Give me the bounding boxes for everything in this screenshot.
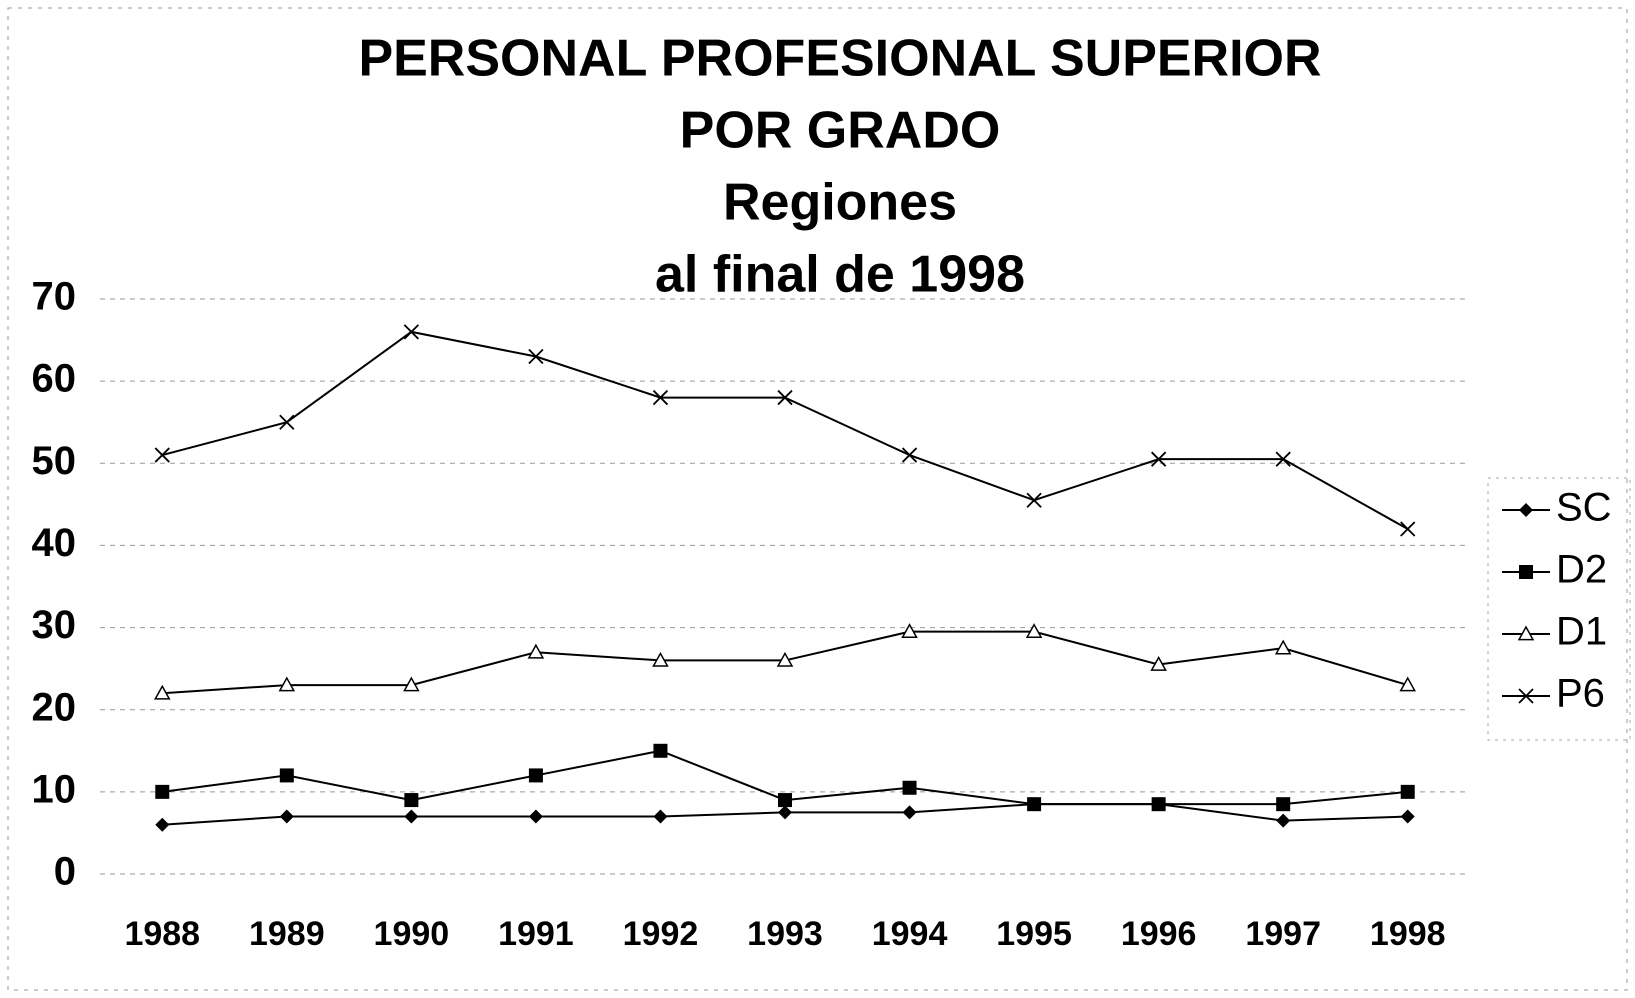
marker (528, 809, 543, 824)
x-tick-label: 1995 (996, 915, 1072, 953)
marker (527, 643, 545, 659)
y-tick-label: 30 (32, 603, 77, 647)
legend-marker (1518, 688, 1534, 704)
marker (1400, 784, 1415, 799)
x-tick-label: 1993 (747, 915, 823, 953)
marker (1025, 623, 1043, 639)
x-tick-label: 1998 (1370, 915, 1446, 953)
marker (901, 447, 918, 463)
marker (279, 414, 295, 430)
legend-label: D2 (1556, 548, 1607, 592)
x-tick-label: 1991 (498, 915, 574, 953)
legend-marker (1519, 565, 1533, 579)
marker (1027, 797, 1042, 812)
marker (153, 684, 171, 700)
x-tick-label: 1990 (374, 915, 450, 953)
marker (1399, 676, 1417, 692)
marker (901, 623, 918, 639)
marker (403, 324, 420, 340)
legend-marker (1519, 503, 1533, 517)
marker (1274, 639, 1292, 655)
legend-label: P6 (1556, 672, 1605, 716)
y-tick-label: 20 (32, 685, 77, 729)
marker (279, 809, 294, 824)
marker (778, 793, 792, 808)
marker (1275, 451, 1291, 467)
marker (777, 389, 793, 406)
chart-title: POR GRADO (680, 102, 1001, 160)
chart-title: Regiones (723, 174, 957, 232)
y-tick-label: 10 (32, 767, 77, 811)
marker (778, 805, 792, 820)
marker (902, 805, 917, 820)
marker (279, 768, 294, 783)
marker (1276, 813, 1291, 828)
marker (403, 676, 420, 692)
y-tick-label: 40 (32, 521, 77, 565)
marker (1276, 797, 1291, 812)
marker (652, 651, 669, 667)
chart-border (7, 7, 1628, 991)
marker (776, 651, 794, 667)
legend-label: SC (1556, 486, 1612, 530)
x-tick-label: 1994 (872, 915, 948, 953)
chart-title: al final de 1998 (655, 246, 1025, 304)
y-tick-label: 50 (32, 439, 77, 483)
marker (404, 793, 419, 808)
marker (653, 809, 668, 824)
marker (155, 817, 170, 832)
marker (653, 743, 668, 758)
marker (652, 389, 669, 406)
y-tick-label: 0 (54, 850, 76, 894)
chart-title: PERSONAL PROFESIONAL SUPERIOR (358, 30, 1321, 88)
marker (1150, 655, 1167, 671)
marker (1400, 809, 1415, 824)
legend-marker (1517, 625, 1535, 641)
marker (1151, 797, 1166, 812)
x-tick-label: 1989 (249, 915, 325, 953)
x-tick-label: 1988 (124, 915, 200, 953)
legend-box (1487, 477, 1631, 741)
marker (528, 348, 544, 365)
series-line (162, 330, 1409, 530)
marker (528, 768, 543, 783)
marker (404, 809, 419, 824)
marker (902, 780, 917, 795)
marker (1026, 492, 1042, 508)
marker (1400, 521, 1416, 537)
legend-label: D1 (1556, 610, 1607, 654)
marker (154, 447, 170, 463)
marker (278, 676, 296, 692)
y-tick-label: 70 (32, 275, 77, 319)
y-tick-label: 60 (32, 357, 77, 401)
x-tick-label: 1996 (1121, 915, 1197, 953)
marker (155, 784, 170, 799)
x-tick-label: 1992 (623, 915, 699, 953)
marker (1151, 451, 1167, 467)
x-tick-label: 1997 (1245, 915, 1321, 953)
